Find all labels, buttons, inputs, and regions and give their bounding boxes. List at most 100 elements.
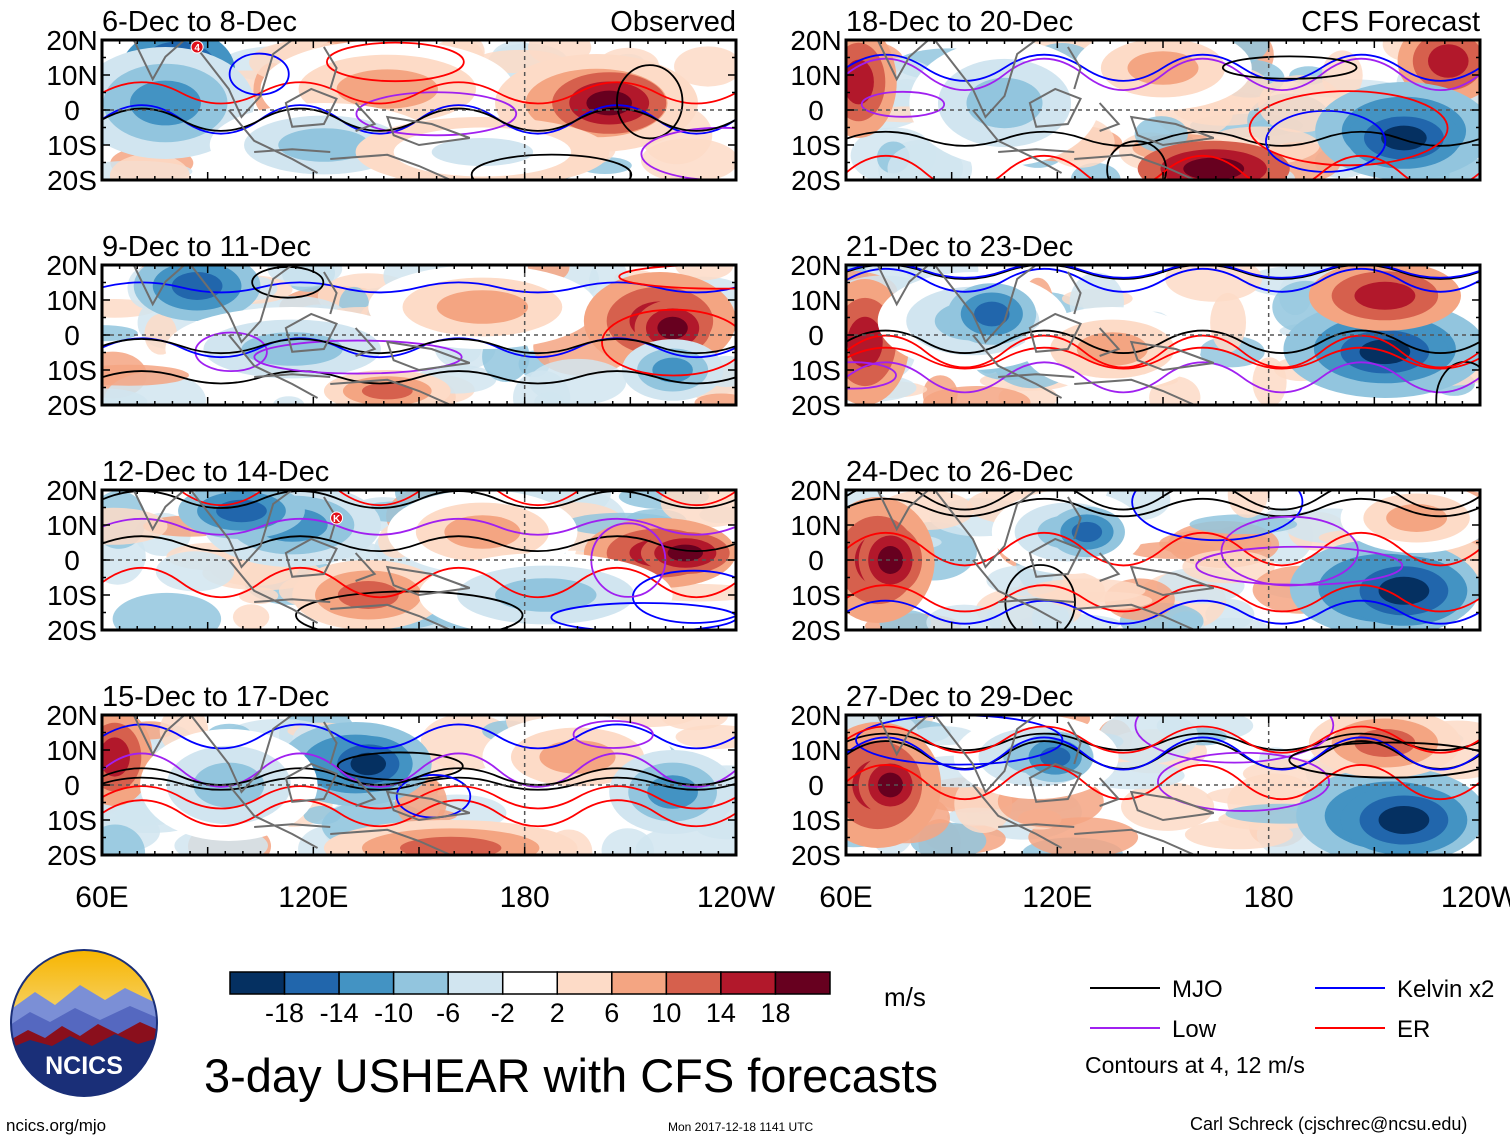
colorbar-label: -14 <box>320 998 359 1028</box>
footer-credit: Carl Schreck (cjschrec@ncsu.edu) <box>1190 1114 1468 1134</box>
colorbar-label: -2 <box>491 998 515 1028</box>
tc-marker <box>190 40 204 54</box>
colorbar-label: 6 <box>604 998 619 1028</box>
y-tick-label: 10N <box>46 510 97 541</box>
y-tick-label: 0 <box>808 770 824 801</box>
x-tick-label: 60E <box>75 881 128 914</box>
y-tick-label: 20N <box>46 475 97 506</box>
logo-text: NCICS <box>45 1052 123 1080</box>
y-tick-label: 20N <box>790 475 841 506</box>
colorbar-swatch <box>611 971 668 995</box>
x-tick-label: 120W <box>1441 881 1510 914</box>
y-tick-label: 10S <box>791 580 841 611</box>
colorbar-swatch <box>392 971 449 995</box>
y-tick-label: 0 <box>808 545 824 576</box>
panel-1: 4 6-Dec to 8-Dec Observed 20N 10N 0 10S 20S <box>46 6 738 196</box>
y-tick-label: 20S <box>47 390 97 421</box>
coastlines <box>132 40 471 180</box>
y-tick-label: 10S <box>791 805 841 836</box>
y-tick-label: 20N <box>46 250 97 281</box>
coastlines <box>132 715 471 855</box>
panel-title: 15-Dec to 17-Dec <box>102 681 329 713</box>
x-tick-label: 120W <box>697 881 776 914</box>
contour-note: Contours at 4, 12 m/s <box>1085 1052 1305 1078</box>
y-tick-label: 0 <box>64 320 80 351</box>
coastlines <box>876 265 1215 405</box>
y-tick-label: 10S <box>47 580 97 611</box>
coastlines <box>876 490 1215 630</box>
shear-field <box>846 40 1480 180</box>
legend: MJO Kelvin x2 Low ER <box>1090 976 1494 1043</box>
coastlines <box>132 265 471 405</box>
colorbar-swatch <box>556 971 613 995</box>
coastlines <box>132 490 471 630</box>
colorbar-swatch <box>229 971 286 995</box>
y-tick-label: 20S <box>791 840 841 871</box>
panel-title: 24-Dec to 26-Dec <box>846 456 1073 488</box>
y-tick-label: 20S <box>791 390 841 421</box>
y-tick-label: 10N <box>790 510 841 541</box>
legend-label: MJO <box>1172 976 1223 1003</box>
colorbar-swatch <box>720 971 777 995</box>
x-tick-label: 60E <box>819 881 872 914</box>
colorbar-swatch <box>501 971 559 995</box>
panel-title: 9-Dec to 11-Dec <box>102 231 311 263</box>
y-tick-label: 20N <box>790 25 841 56</box>
y-tick-label: 0 <box>64 95 80 126</box>
tc-marker <box>330 511 344 525</box>
y-tick-label: 10S <box>791 130 841 161</box>
shear-field <box>846 490 1480 630</box>
footer-timestamp: Mon 2017-12-18 1141 UTC <box>668 1120 814 1134</box>
panel-5: 18-Dec to 20-Dec CFS Forecast 20N 10N 0 10S 20… <box>790 6 1482 196</box>
panel-title: 12-Dec to 14-Dec <box>102 456 329 488</box>
tc-marker-label: K <box>333 514 341 525</box>
shear-field <box>102 40 736 180</box>
colorbar-label: 18 <box>760 998 790 1028</box>
y-tick-label: 20N <box>790 250 841 281</box>
colorbar-swatch <box>283 971 340 995</box>
colorbar-label: 10 <box>651 998 681 1028</box>
panel-title: 6-Dec to 8-Dec <box>102 6 297 38</box>
colorbar: -18 -14 -10 -6 -2 2 6 10 14 18 <box>229 971 831 1028</box>
colorbar-label: -18 <box>265 998 304 1028</box>
y-tick-label: 20S <box>791 165 841 196</box>
y-tick-label: 20N <box>790 700 841 731</box>
panel-title: 18-Dec to 20-Dec <box>846 6 1073 38</box>
colorbar-label: -10 <box>374 998 413 1028</box>
y-tick-label: 20N <box>46 25 97 56</box>
colorbar-label: 2 <box>550 998 565 1028</box>
tc-marker-label: 4 <box>194 43 200 54</box>
legend-label: Low <box>1172 1016 1217 1043</box>
y-tick-label: 10N <box>46 735 97 766</box>
column-label: Observed <box>610 6 736 38</box>
y-tick-label: 10S <box>47 130 97 161</box>
x-tick-label: 120E <box>278 881 348 914</box>
main-title: 3-day USHEAR with CFS forecasts <box>204 1049 938 1102</box>
y-tick-label: 0 <box>64 545 80 576</box>
legend-label: ER <box>1397 1016 1430 1043</box>
y-tick-label: 10N <box>46 60 97 91</box>
y-tick-label: 10N <box>790 285 841 316</box>
legend-label: Kelvin x2 <box>1397 976 1494 1003</box>
panel-title: 27-Dec to 29-Dec <box>846 681 1073 713</box>
y-tick-label: 20N <box>46 700 97 731</box>
y-tick-label: 20S <box>47 840 97 871</box>
colorbar-swatch <box>774 971 831 995</box>
column-label: CFS Forecast <box>1301 6 1480 38</box>
x-tick-label: 120E <box>1022 881 1092 914</box>
x-tick-label: 180 <box>500 881 550 914</box>
y-tick-label: 0 <box>808 320 824 351</box>
x-tick-label: 180 <box>1244 881 1294 914</box>
coastlines <box>876 715 1215 855</box>
shear-field <box>102 715 736 855</box>
y-tick-label: 0 <box>64 770 80 801</box>
colorbar-swatch <box>665 971 722 995</box>
y-tick-label: 20S <box>47 165 97 196</box>
shear-field <box>102 490 736 630</box>
